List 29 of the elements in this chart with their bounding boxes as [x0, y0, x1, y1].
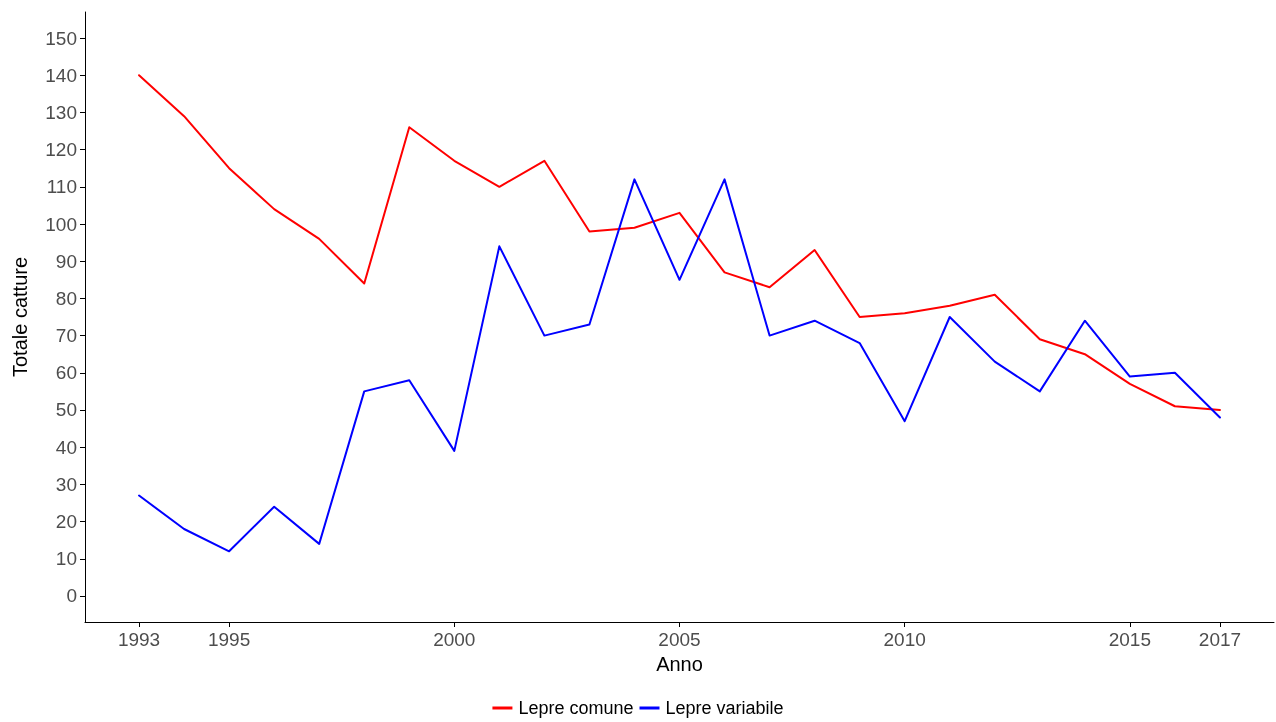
- y-tick-label: 20: [55, 511, 77, 533]
- y-tick-label: 140: [45, 64, 77, 86]
- y-tick-label: 0: [66, 585, 77, 607]
- y-tick-label: 70: [55, 325, 77, 347]
- y-tick-label: 50: [55, 399, 77, 421]
- x-axis-title: Anno: [656, 653, 703, 675]
- y-tick-label: 40: [55, 436, 77, 458]
- y-tick-label: 30: [55, 473, 77, 495]
- x-tick-label: 2000: [433, 629, 476, 650]
- y-tick-label: 120: [45, 139, 77, 161]
- x-tick-label: 1993: [117, 629, 161, 650]
- legend-label: Lepre comune: [518, 698, 634, 718]
- line-series: [138, 178, 1221, 553]
- x-tick-label: 2010: [883, 629, 926, 650]
- y-tick-label: 100: [45, 213, 77, 235]
- line-series: [138, 74, 1221, 411]
- x-tick-label: 2005: [658, 629, 701, 650]
- y-tick-label: 110: [46, 176, 77, 198]
- y-axis-title: Totale catture: [9, 256, 31, 378]
- y-tick-label: 60: [55, 362, 77, 384]
- x-tick-label: 2017: [1198, 629, 1242, 650]
- x-tick-label: 2015: [1108, 629, 1152, 650]
- y-tick-label: 90: [55, 250, 77, 272]
- y-tick-label: 10: [55, 548, 77, 570]
- y-tick-label: 150: [45, 27, 77, 49]
- y-tick-label: 80: [55, 287, 77, 309]
- y-tick-label: 130: [45, 101, 77, 123]
- x-tick-label: 1995: [207, 629, 251, 650]
- legend-label: Lepre variabile: [665, 698, 784, 718]
